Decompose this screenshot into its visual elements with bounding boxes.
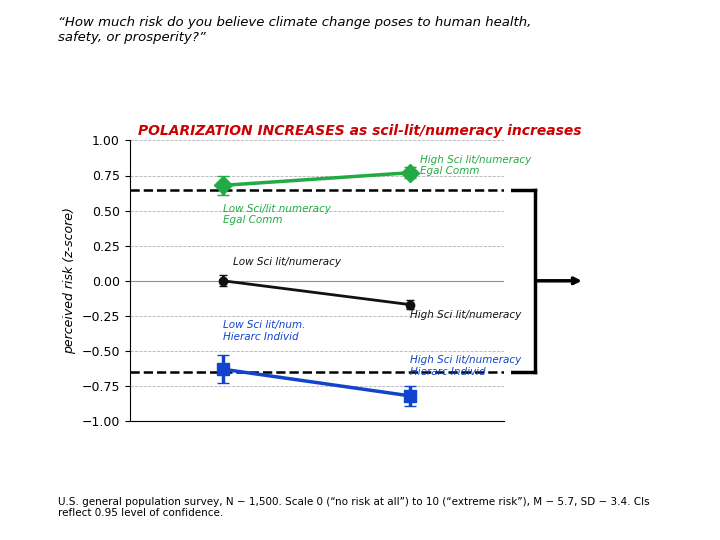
Text: “How much risk do you believe climate change poses to human health,
safety, or p: “How much risk do you believe climate ch… [58,16,531,44]
Text: High Sci lit/numeracy
Hierarc Individ: High Sci lit/numeracy Hierarc Individ [410,355,522,377]
Text: POLARIZATION INCREASES as scil-lit/numeracy increases: POLARIZATION INCREASES as scil-lit/numer… [138,124,582,138]
Text: High Sci lit/numeracy
Egal Comm: High Sci lit/numeracy Egal Comm [420,155,531,177]
Text: Low Sci/lit numeracy
Egal Comm: Low Sci/lit numeracy Egal Comm [223,204,331,225]
Text: High Sci lit/numeracy: High Sci lit/numeracy [410,310,522,320]
Y-axis label: perceived risk (z-score): perceived risk (z-score) [63,207,76,354]
Text: Low Sci lit/num.
Hierarc Individ: Low Sci lit/num. Hierarc Individ [223,320,305,342]
Text: Low Sci lit/numeracy: Low Sci lit/numeracy [233,256,341,267]
Text: U.S. general population survey, N − 1,500. Scale 0 (“no risk at all”) to 10 (“ex: U.S. general population survey, N − 1,50… [58,497,649,518]
